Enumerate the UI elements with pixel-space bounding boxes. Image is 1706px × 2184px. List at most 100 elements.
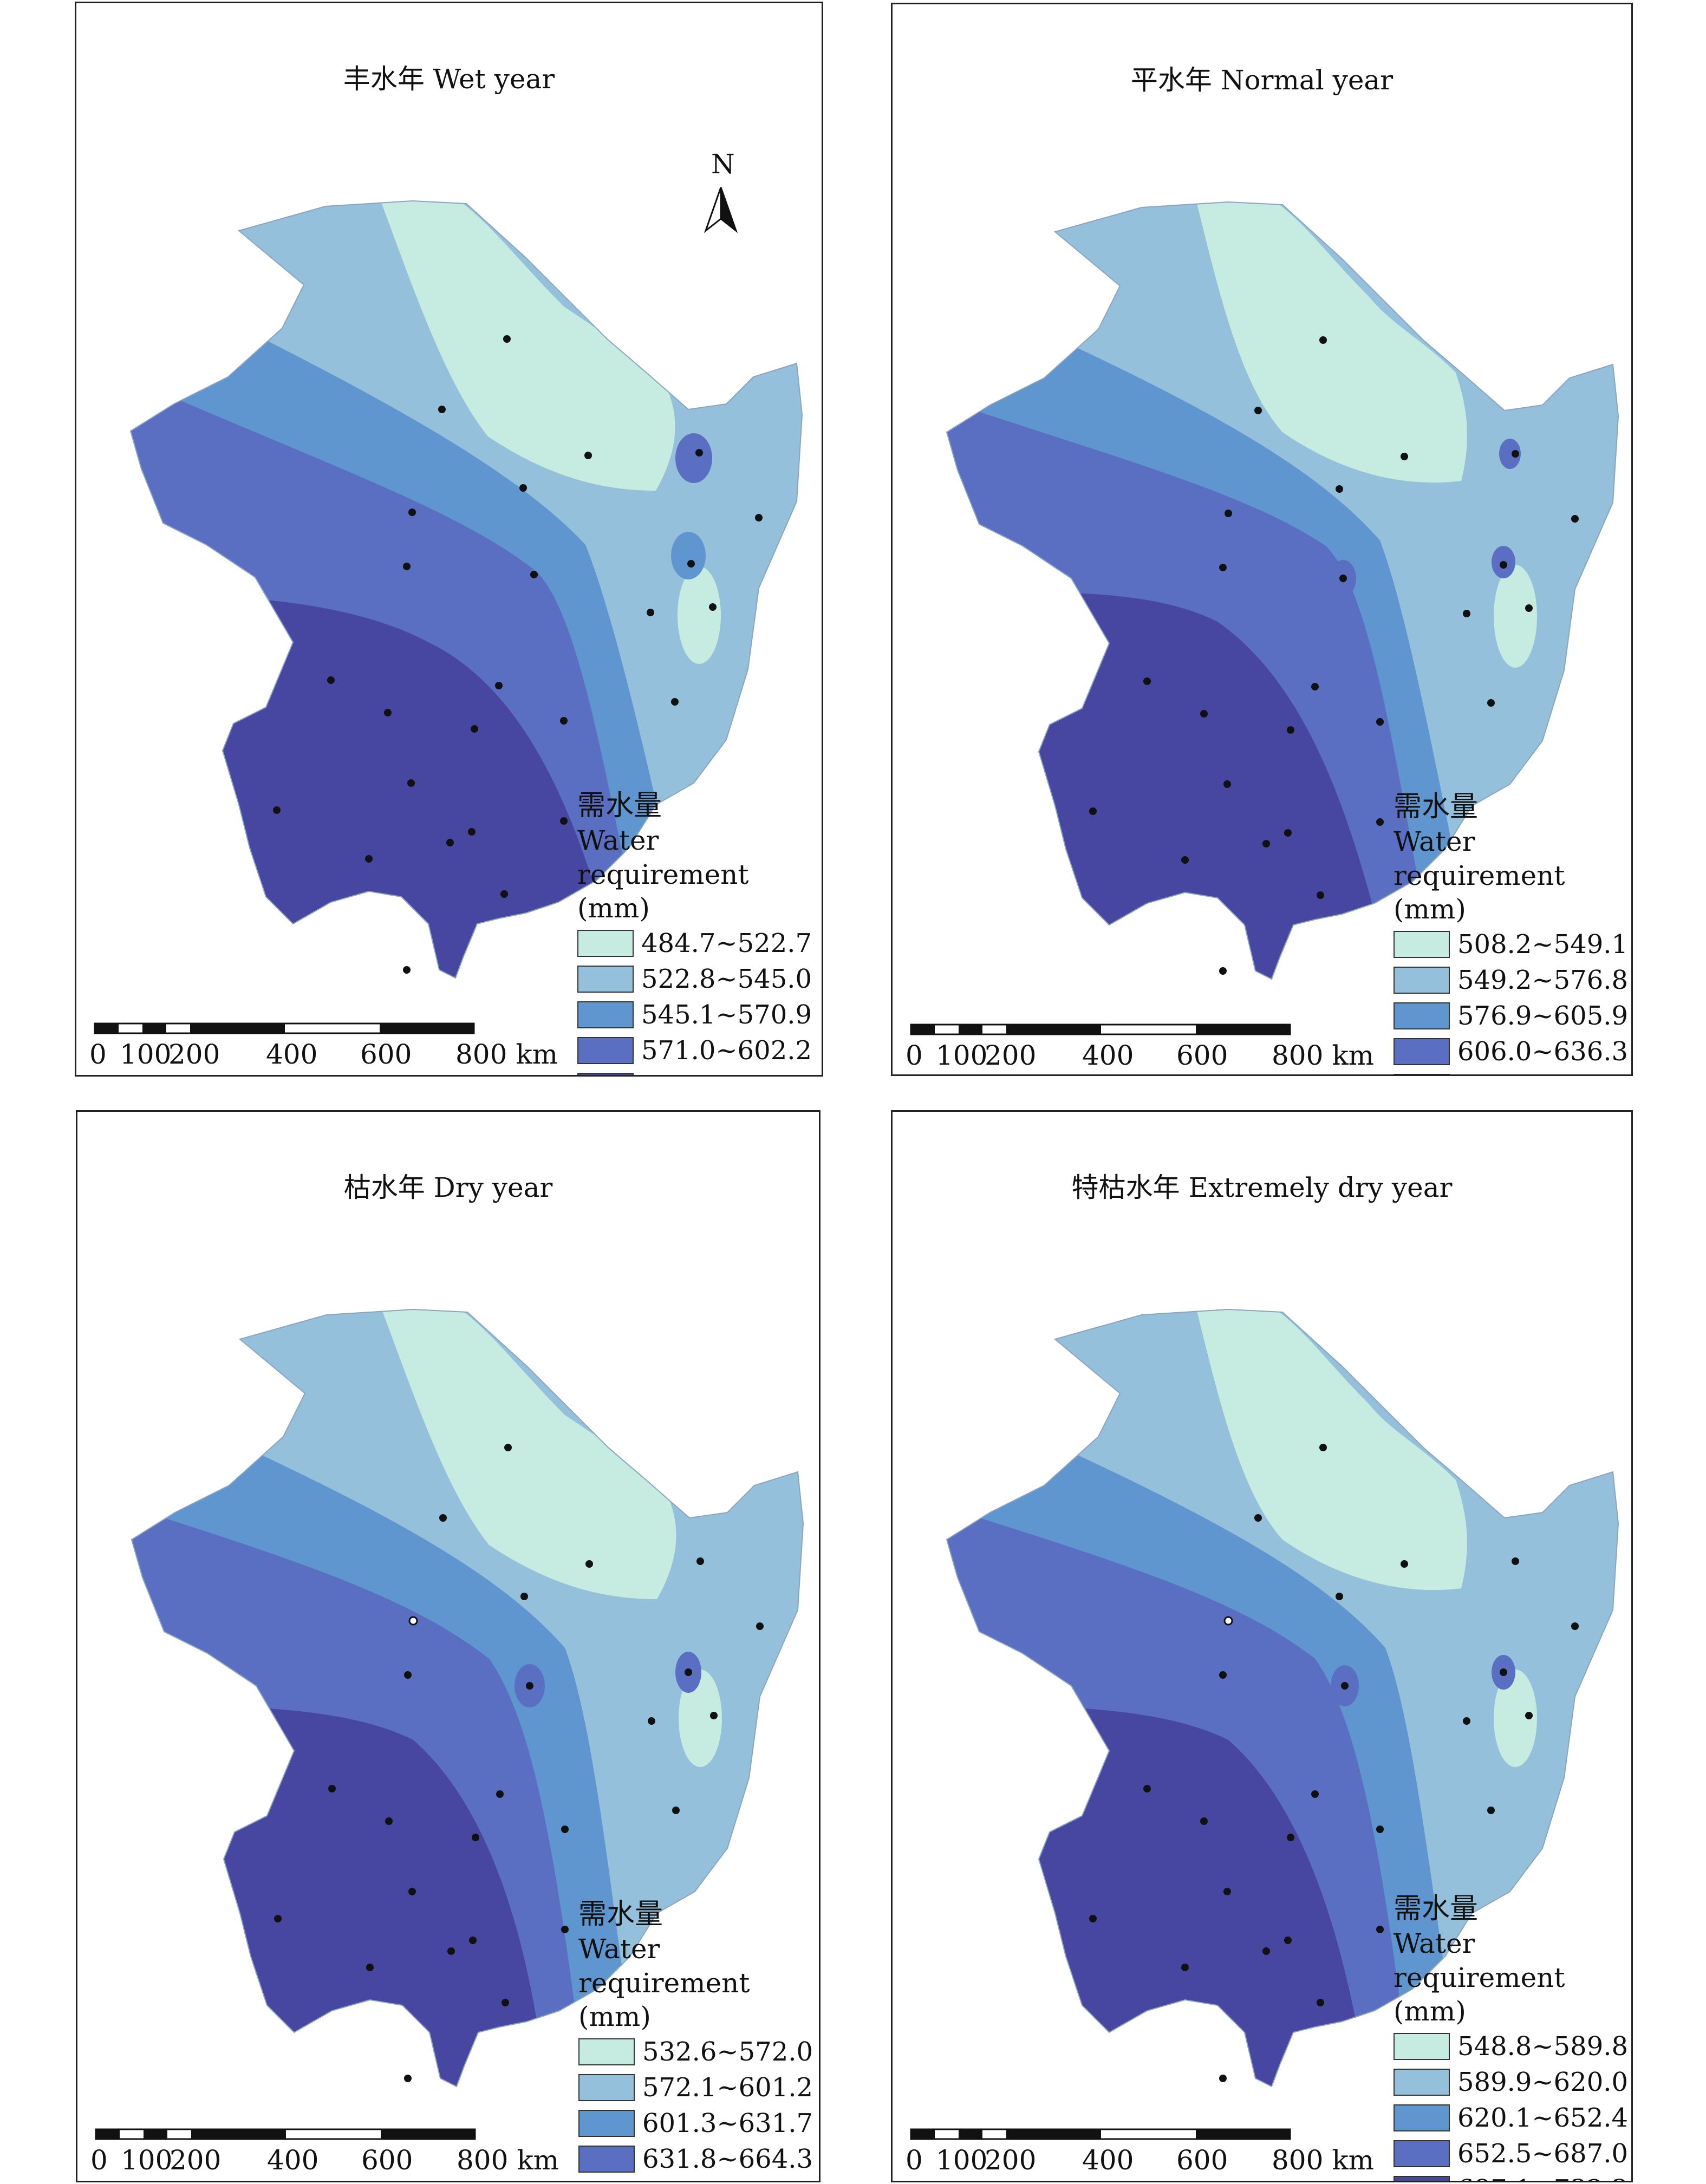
scale-bar: 0 100 200 400 600 800 km <box>906 2127 1374 2181</box>
station-point <box>585 1560 593 1568</box>
station-point <box>1339 575 1347 582</box>
scale-labels: 0 100 200 400 600 800 km <box>906 2144 1374 2177</box>
station-point <box>1143 677 1151 685</box>
legend-row: 636.4~676.5 <box>1394 1070 1631 1075</box>
station-point <box>1376 818 1384 826</box>
station-point <box>439 1514 447 1522</box>
legend-swatch <box>577 1001 634 1028</box>
station-point <box>519 484 527 492</box>
panel-title: 枯水年 Dry year <box>343 1172 553 1203</box>
scale-label: 400 <box>1082 1040 1134 1071</box>
legend-label: 652.5~687.0 <box>1457 2138 1629 2169</box>
legend-label: 631.8~664.3 <box>642 2143 813 2174</box>
station-point <box>647 609 654 616</box>
scale-label: 800 km <box>457 2144 559 2176</box>
scale-label: 100 <box>936 2144 988 2176</box>
station-point <box>1512 450 1519 458</box>
legend-label: 532.6~572.0 <box>642 2036 813 2067</box>
scale-labels: 0 100 200 400 600 800 km <box>90 2144 559 2177</box>
legend: 需水量 Water requirement (mm) 484.7~522.7 52… <box>577 788 822 1075</box>
station-point <box>469 1937 477 1944</box>
station-points <box>273 335 763 974</box>
station-point <box>1089 1915 1097 1922</box>
scale-label: 200 <box>985 1040 1037 1071</box>
map-area <box>129 200 803 979</box>
scale-label: 200 <box>168 1039 220 1070</box>
legend-swatch <box>578 2145 635 2173</box>
station-point <box>328 1785 336 1792</box>
legend-label: 636.4~676.5 <box>1457 1071 1628 1075</box>
station-point <box>408 1888 416 1895</box>
station-point <box>671 698 679 706</box>
panel-title: 特枯水年 Extremely dry year <box>1071 1172 1453 1203</box>
map-area <box>946 201 1619 980</box>
scale-bar: 0 100 200 400 600 800 km <box>906 1022 1374 1074</box>
station-point <box>1181 856 1189 864</box>
legend-swatch <box>1394 930 1450 958</box>
station-point <box>1463 610 1470 617</box>
station-point <box>1336 1593 1343 1600</box>
station-point <box>404 1671 412 1679</box>
legend-row: 664.4~705.8 <box>578 2177 819 2181</box>
legend-label: 606.0~636.3 <box>1457 1036 1629 1067</box>
station-point <box>1512 1557 1519 1565</box>
station-point <box>1463 1717 1470 1725</box>
station-point <box>672 1807 680 1814</box>
station-point <box>1311 1790 1319 1798</box>
station-point <box>503 335 511 343</box>
station-point <box>1376 1826 1384 1833</box>
legend-label: 620.1~652.4 <box>1457 2102 1629 2133</box>
scale-label: 400 <box>267 2144 319 2176</box>
station-point <box>530 571 538 578</box>
zone-class-1 <box>380 201 675 491</box>
legend-swatch <box>1394 1038 1450 1065</box>
legend-unit: (mm) <box>578 2001 651 2032</box>
station-point <box>471 725 478 733</box>
legend-swatch <box>1394 1002 1450 1029</box>
station-point <box>1223 1616 1233 1626</box>
legend-rows: 508.2~549.1 549.2~576.8 576.9~605.9 606.0~6… <box>1394 927 1631 1075</box>
legend-rows: 548.8~589.8 589.9~620.0 620.1~652.4 652.5~6… <box>1394 2029 1631 2181</box>
legend-swatch <box>578 2109 635 2137</box>
station-point <box>408 1616 418 1626</box>
legend-swatch <box>1394 2140 1450 2167</box>
station-point <box>648 1717 655 1725</box>
legend-row: 572.1~601.2 <box>578 2070 819 2105</box>
station-point <box>504 1444 512 1451</box>
zone-class-1-east <box>678 566 721 664</box>
legend-unit: (mm) <box>577 892 650 924</box>
legend-swatch <box>1394 2032 1450 2060</box>
legend-label: 549.2~576.8 <box>1457 964 1629 995</box>
station-point <box>1376 1926 1384 1933</box>
legend-row: 687.1~732.3 <box>1394 2172 1631 2181</box>
scale-label: 800 km <box>1272 2144 1375 2176</box>
station-point <box>695 449 703 457</box>
legend-title-zh: 需水量 <box>578 1898 663 1931</box>
legend: 需水量 Water requirement (mm) 548.8~589.8 58… <box>1394 1892 1631 2181</box>
station-point <box>1319 1444 1327 1451</box>
legend-label: 687.1~732.3 <box>1457 2173 1628 2181</box>
map-area <box>131 1308 804 2088</box>
scale-bar: 0 100 200 400 600 800 km <box>89 1021 558 1075</box>
scale-labels: 0 100 200 400 600 800 km <box>906 1040 1374 1072</box>
station-point <box>403 563 411 570</box>
station-point <box>560 717 568 725</box>
station-point <box>468 828 476 836</box>
legend-label: 545.1~570.9 <box>641 999 812 1030</box>
station-point <box>385 1817 393 1825</box>
scale-label: 600 <box>1176 2144 1228 2176</box>
station-point <box>447 1947 455 1955</box>
legend-rows: 484.7~522.7 522.8~545.0 545.1~570.9 571.0~6… <box>577 925 822 1075</box>
station-point <box>710 1712 718 1719</box>
map-panel-dry-year: 枯水年 Dry year 需水量 Water requirement (mm) … <box>76 1110 821 2182</box>
legend-title-en: Water requirement <box>577 825 749 890</box>
scale-label: 100 <box>121 2144 173 2176</box>
legend-row: 522.8~545.0 <box>577 961 822 997</box>
station-point <box>1311 683 1319 690</box>
zone-class-4-east <box>675 433 712 483</box>
station-point <box>1341 1682 1349 1690</box>
legend-swatch <box>1394 2104 1450 2131</box>
station-point <box>561 1926 569 1933</box>
map-panel-normal-year: 平水年 Normal year 需水量 Water requirement (m… <box>891 3 1633 1076</box>
station-point <box>1487 699 1495 707</box>
